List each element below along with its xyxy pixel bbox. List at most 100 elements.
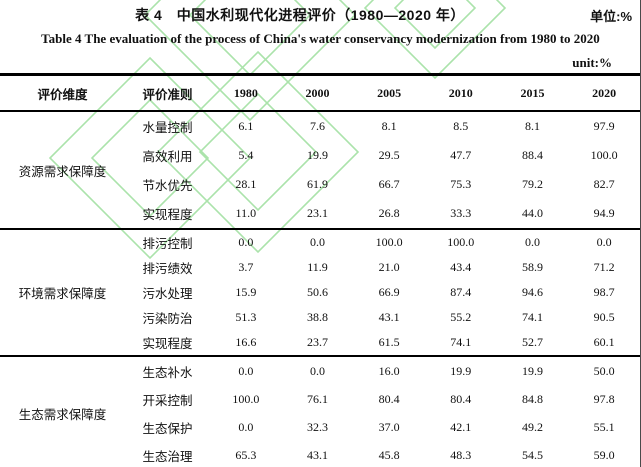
value-cell: 43.4: [450, 260, 472, 274]
column-header-criterion: 评价准则: [142, 87, 193, 102]
value-cell: 97.8: [593, 391, 615, 406]
column-header-year: 2005: [377, 85, 402, 100]
value-cell: 94.9: [593, 206, 615, 220]
value-cell: 0.0: [238, 419, 254, 434]
value-cell: 59.0: [593, 447, 615, 462]
criterion-label: 排污绩效: [142, 262, 193, 276]
table-header-row: 评价维度 评价准则 1980 2000 2005 2010 2015 2020: [0, 75, 640, 111]
dimension-label: 资源需求保障度: [18, 164, 107, 179]
value-cell: 51.3: [235, 310, 257, 324]
value-cell: 5.4: [238, 148, 254, 162]
value-cell: 19.9: [306, 148, 328, 162]
unit-label-chinese: 单位:%: [590, 9, 632, 24]
value-cell: 100.0: [232, 391, 260, 406]
value-cell: 19.9: [450, 363, 472, 378]
value-cell: 8.1: [381, 119, 397, 133]
value-cell: 11.9: [307, 260, 328, 274]
value-cell: 0.0: [238, 363, 254, 378]
value-cell: 100.0: [447, 235, 475, 249]
column-header-year: 2010: [448, 85, 473, 100]
criterion-label: 实现程度: [142, 337, 193, 351]
column-header-dimension: 评价维度: [37, 87, 88, 102]
value-cell: 82.7: [593, 177, 615, 191]
value-cell: 100.0: [375, 235, 403, 249]
table-row: 污水处理 15.9 50.6 66.9 87.4 94.6 98.7: [0, 280, 640, 305]
table-caption-english: Table 4 The evaluation of the process of…: [41, 31, 600, 46]
criterion-label: 生态保护: [142, 421, 193, 436]
column-header-year: 2000: [305, 85, 330, 100]
criterion-label: 实现程度: [142, 208, 193, 222]
value-cell: 58.9: [521, 260, 543, 274]
criterion-label: 生态补水: [142, 365, 193, 380]
value-cell: 8.5: [453, 119, 469, 133]
value-cell: 19.9: [521, 363, 543, 378]
table-row: 生态治理 65.3 43.1 45.8 48.3 54.5 59.0: [0, 441, 640, 467]
value-cell: 52.7: [521, 335, 543, 349]
value-cell: 26.8: [378, 206, 400, 220]
value-cell: 8.1: [524, 119, 540, 133]
value-cell: 84.8: [521, 391, 543, 406]
value-cell: 16.6: [235, 335, 257, 349]
value-cell: 33.3: [450, 206, 472, 220]
value-cell: 45.8: [378, 447, 400, 462]
table-row: 生态保护 0.0 32.3 37.0 42.1 49.2 55.1: [0, 413, 640, 441]
column-header-year: 2020: [592, 85, 617, 100]
value-cell: 16.0: [378, 363, 400, 378]
value-cell: 23.7: [306, 335, 328, 349]
evaluation-table: 评价维度 评价准则 1980 2000 2005 2010 2015 2020 资源需求保障度…: [0, 73, 640, 467]
criterion-label: 污水处理: [142, 287, 193, 301]
value-cell: 61.5: [378, 335, 400, 349]
value-cell: 71.2: [593, 260, 615, 274]
value-cell: 7.6: [309, 119, 325, 133]
table-row: 环境需求保障度 排污控制 0.0 0.0 100.0 100.0 0.0 0.0: [0, 229, 640, 301]
value-cell: 98.7: [593, 285, 615, 299]
value-cell: 87.4: [450, 285, 472, 299]
value-cell: 47.7: [450, 148, 472, 162]
value-cell: 88.4: [521, 148, 543, 162]
value-cell: 15.9: [235, 285, 257, 299]
value-cell: 43.1: [306, 447, 328, 462]
value-cell: 3.7: [238, 260, 254, 274]
value-cell: 55.1: [593, 419, 615, 434]
dimension-label: 环境需求保障度: [18, 287, 107, 301]
value-cell: 50.0: [593, 363, 615, 378]
value-cell: 0.0: [596, 235, 612, 249]
value-cell: 29.5: [378, 148, 400, 162]
value-cell: 80.4: [378, 391, 400, 406]
criterion-label: 高效利用: [142, 150, 193, 164]
value-cell: 0.0: [524, 235, 540, 249]
dimension-label: 生态需求保障度: [18, 407, 107, 422]
value-cell: 90.5: [593, 310, 615, 324]
criterion-label: 污染防治: [142, 312, 193, 326]
value-cell: 49.2: [521, 419, 543, 434]
table-row: 生态需求保障度 生态补水 0.0 0.0 16.0 19.9 19.9 50.0: [0, 356, 640, 422]
value-cell: 42.1: [450, 419, 472, 434]
value-cell: 38.8: [306, 310, 328, 324]
value-cell: 80.4: [450, 391, 472, 406]
value-cell: 74.1: [521, 310, 543, 324]
unit-label-english: unit:%: [572, 55, 612, 70]
value-cell: 76.1: [306, 391, 328, 406]
value-cell: 55.2: [450, 310, 472, 324]
table-row: 排污绩效 3.7 11.9 21.0 43.4 58.9 71.2: [0, 255, 640, 280]
criterion-label: 排污控制: [142, 237, 193, 251]
value-cell: 0.0: [238, 235, 254, 249]
value-cell: 66.7: [378, 177, 400, 191]
criterion-label: 生态治理: [142, 449, 193, 464]
value-cell: 44.0: [521, 206, 543, 220]
criterion-label: 开采控制: [142, 393, 193, 408]
table-row: 实现程度 16.6 23.7 61.5 74.1 52.7 60.1: [0, 330, 640, 356]
value-cell: 100.0: [590, 148, 618, 162]
value-cell: 79.2: [521, 177, 543, 191]
value-cell: 74.1: [450, 335, 472, 349]
value-cell: 0.0: [309, 363, 325, 378]
value-cell: 60.1: [593, 335, 615, 349]
criterion-label: 水量控制: [142, 121, 193, 135]
column-header-year: 1980: [233, 85, 258, 100]
value-cell: 48.3: [450, 447, 472, 462]
table-row: 开采控制 100.0 76.1 80.4 80.4 84.8 97.8: [0, 385, 640, 413]
value-cell: 6.1: [238, 119, 254, 133]
value-cell: 66.9: [378, 285, 400, 299]
value-cell: 54.5: [521, 447, 543, 462]
